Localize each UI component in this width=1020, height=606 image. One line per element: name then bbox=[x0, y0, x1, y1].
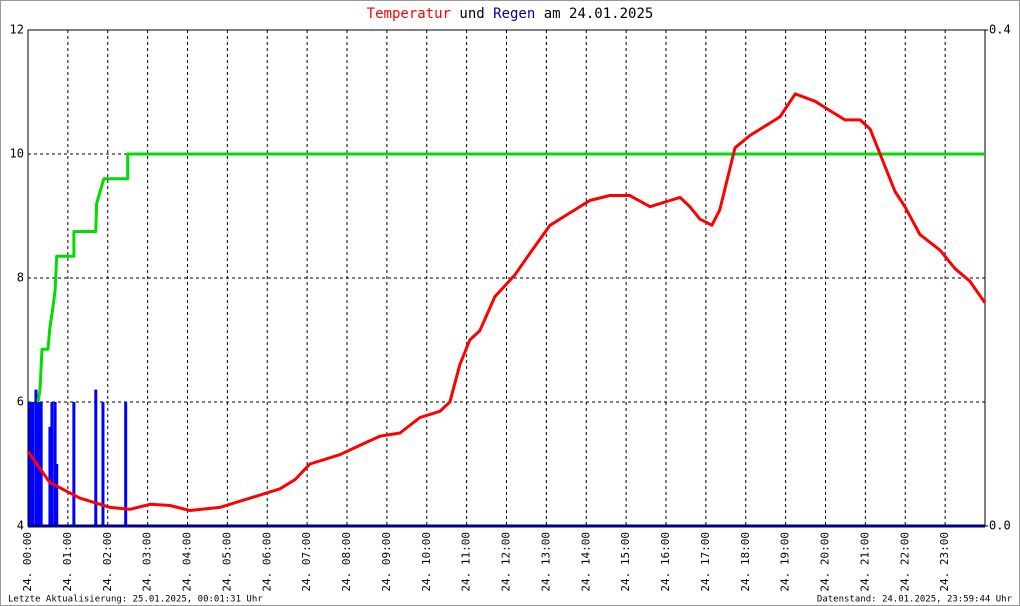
x-tick-label: 24. 07:00 bbox=[300, 532, 313, 592]
title-part: Temperatur bbox=[367, 6, 451, 22]
x-tick-label: 24. 09:00 bbox=[380, 532, 393, 592]
x-tick-label: 24. 05:00 bbox=[220, 532, 233, 592]
x-tick-label: 24. 18:00 bbox=[739, 532, 752, 592]
rain-bar bbox=[37, 402, 41, 526]
x-tick-label: 24. 20:00 bbox=[819, 532, 832, 592]
x-tick-label: 24. 12:00 bbox=[500, 532, 513, 592]
rain-bar bbox=[34, 389, 38, 526]
rain-bar bbox=[50, 402, 54, 526]
title-part: Regen bbox=[493, 6, 535, 22]
series-line bbox=[36, 152, 985, 403]
x-tick-label: 24. 01:00 bbox=[61, 532, 74, 592]
x-tick-label: 24. 13:00 bbox=[539, 532, 552, 592]
x-tick-label: 24. 14:00 bbox=[579, 532, 592, 592]
rain-bar bbox=[55, 464, 59, 526]
title-part: am 24.01.2025 bbox=[544, 6, 654, 22]
footer-right: Datenstand: 24.01.2025, 23:59:44 Uhr bbox=[817, 595, 1013, 605]
x-tick-label: 24. 23:00 bbox=[938, 532, 951, 592]
x-tick-label: 24. 15:00 bbox=[619, 532, 632, 592]
x-tick-label: 24. 22:00 bbox=[898, 532, 911, 592]
x-tick-label: 24. 10:00 bbox=[420, 532, 433, 592]
y2-tick-label: 0.0 bbox=[989, 519, 1011, 533]
y-tick-label: 4 bbox=[17, 519, 24, 533]
x-tick-label: 24. 21:00 bbox=[858, 532, 871, 592]
x-tick-label: 24. 06:00 bbox=[260, 532, 273, 592]
rain-bar bbox=[39, 402, 43, 526]
rain-bar bbox=[72, 402, 76, 526]
chart-title: Temperatur und Regen am 24.01.2025 bbox=[367, 6, 654, 22]
footer-left: Letzte Aktualisierung: 25.01.2025, 00:01… bbox=[8, 595, 263, 605]
y-tick-label: 10 bbox=[10, 147, 24, 161]
x-tick-label: 24. 04:00 bbox=[181, 532, 194, 592]
x-tick-label: 24. 00:00 bbox=[21, 532, 34, 592]
x-tick-label: 24. 03:00 bbox=[141, 532, 154, 592]
rain-bar bbox=[31, 402, 35, 526]
rain-bar bbox=[28, 402, 32, 526]
rain-bar bbox=[53, 402, 57, 526]
series-line bbox=[26, 92, 987, 512]
rain-bar bbox=[94, 389, 98, 526]
x-tick-label: 24. 02:00 bbox=[101, 532, 114, 592]
rain-bar bbox=[101, 402, 105, 526]
y2-tick-label: 0.4 bbox=[989, 23, 1011, 37]
y-tick-label: 12 bbox=[10, 23, 24, 37]
x-tick-label: 24. 19:00 bbox=[779, 532, 792, 592]
y-tick-label: 6 bbox=[17, 395, 24, 409]
title-part: und bbox=[459, 6, 484, 22]
x-tick-label: 24. 17:00 bbox=[699, 532, 712, 592]
rain-bar bbox=[48, 426, 52, 526]
x-tick-label: 24. 16:00 bbox=[659, 532, 672, 592]
rain-bar bbox=[124, 402, 128, 526]
x-tick-label: 24. 08:00 bbox=[340, 532, 353, 592]
y-tick-label: 8 bbox=[17, 271, 24, 285]
x-tick-label: 24. 11:00 bbox=[460, 532, 473, 592]
